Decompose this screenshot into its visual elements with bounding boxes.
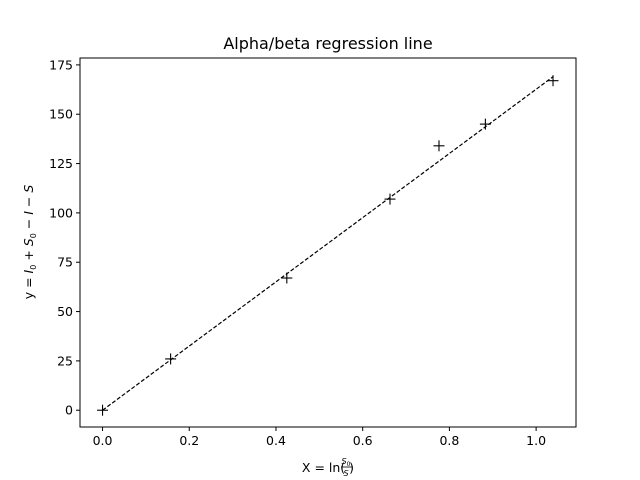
y-axis-label: y = I0 + S0 − I − S (21, 185, 38, 300)
y-tick-label: 100 (49, 205, 73, 220)
x-tick-label: 0.0 (93, 433, 113, 448)
data-point-4 (433, 140, 445, 152)
y-label-i-sub: 0 (29, 265, 38, 270)
x-axis-ticks: 0.0 0.2 0.4 0.6 0.8 1.0 (93, 427, 546, 448)
data-point-6 (547, 75, 559, 87)
x-tick-label: 1.0 (526, 433, 546, 448)
x-label-suffix: ) (349, 460, 354, 475)
data-point-1 (165, 353, 177, 365)
data-point-0 (97, 404, 109, 416)
x-tick-label: 0.6 (353, 433, 373, 448)
y-label-s: S (21, 238, 36, 246)
data-point-5 (479, 118, 491, 130)
y-label-i2: I (21, 211, 36, 215)
y-label-s-sub: 0 (29, 233, 38, 238)
x-tick-label: 0.4 (266, 433, 286, 448)
y-label-minus-2: − (21, 193, 36, 211)
plot-frame (79, 57, 577, 428)
y-label-plus: + (21, 246, 36, 264)
y-axis-ticks: 0 25 50 75 100 125 150 175 (49, 57, 80, 418)
y-label-s2: S (21, 185, 36, 193)
x-label-num-letter: S (342, 457, 347, 466)
y-label-minus-1: − (21, 215, 36, 233)
y-label-prefix: y = (21, 273, 36, 299)
x-label-numerator: S0 (342, 457, 351, 468)
y-tick-label: 75 (57, 255, 73, 270)
x-label-prefix: X = ln( (302, 460, 345, 475)
data-point-3 (384, 193, 396, 205)
x-tick-label: 0.8 (439, 433, 459, 448)
regression-line (102, 76, 554, 411)
x-tick-label: 0.2 (179, 433, 199, 448)
y-tick-label: 125 (49, 156, 73, 171)
y-tick-label: 0 (65, 403, 73, 418)
y-tick-label: 175 (49, 57, 73, 72)
x-label-denominator: S (343, 469, 348, 478)
chart-title: Alpha/beta regression line (223, 34, 432, 53)
y-label-i: I (21, 269, 36, 273)
y-tick-label: 25 (57, 353, 73, 368)
y-tick-label: 150 (49, 107, 73, 122)
x-axis-label: X = ln( ) (302, 460, 354, 475)
y-tick-label: 50 (57, 304, 73, 319)
x-label-fraction: S0 S (341, 457, 352, 478)
plot-marks (97, 75, 559, 416)
data-point-2 (281, 272, 293, 284)
x-label-num-sub: 0 (347, 461, 351, 468)
